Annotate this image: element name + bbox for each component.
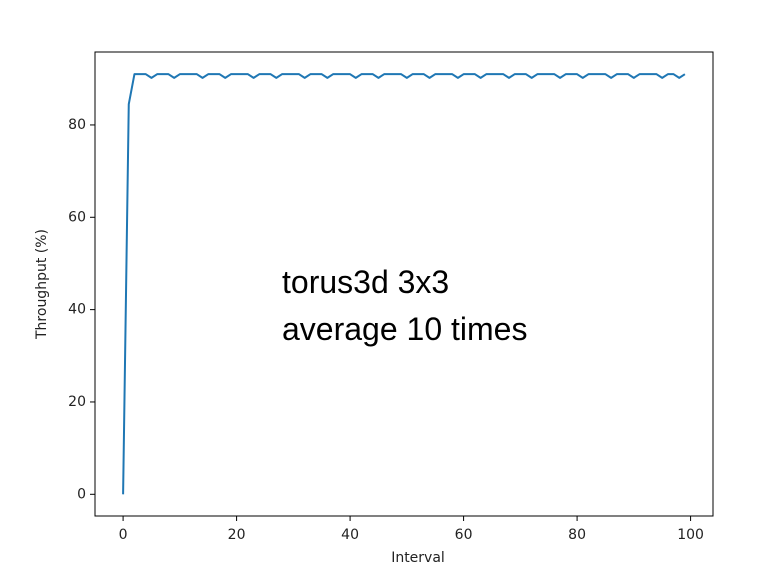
line-series [122,73,686,495]
x-tick-label: 0 [119,527,128,543]
x-tick-label: 100 [677,527,704,543]
x-tick-label: 20 [228,527,246,543]
y-tick-label: 60 [68,209,86,225]
annotation: average 10 times [282,311,527,347]
x-tick-label: 60 [455,527,473,543]
y-tick-label: 20 [68,394,86,410]
axes-frame [94,51,714,517]
annotation: torus3d 3x3 [282,264,449,300]
y-axis-label: Throughput (%) [34,229,50,340]
y-tick-label: 40 [68,302,86,318]
y-tick-label: 0 [77,486,86,502]
x-axis-label: Interval [391,550,445,566]
x-tick-label: 40 [341,527,359,543]
y-tick-label: 80 [68,117,86,133]
x-tick-label: 80 [568,527,586,543]
